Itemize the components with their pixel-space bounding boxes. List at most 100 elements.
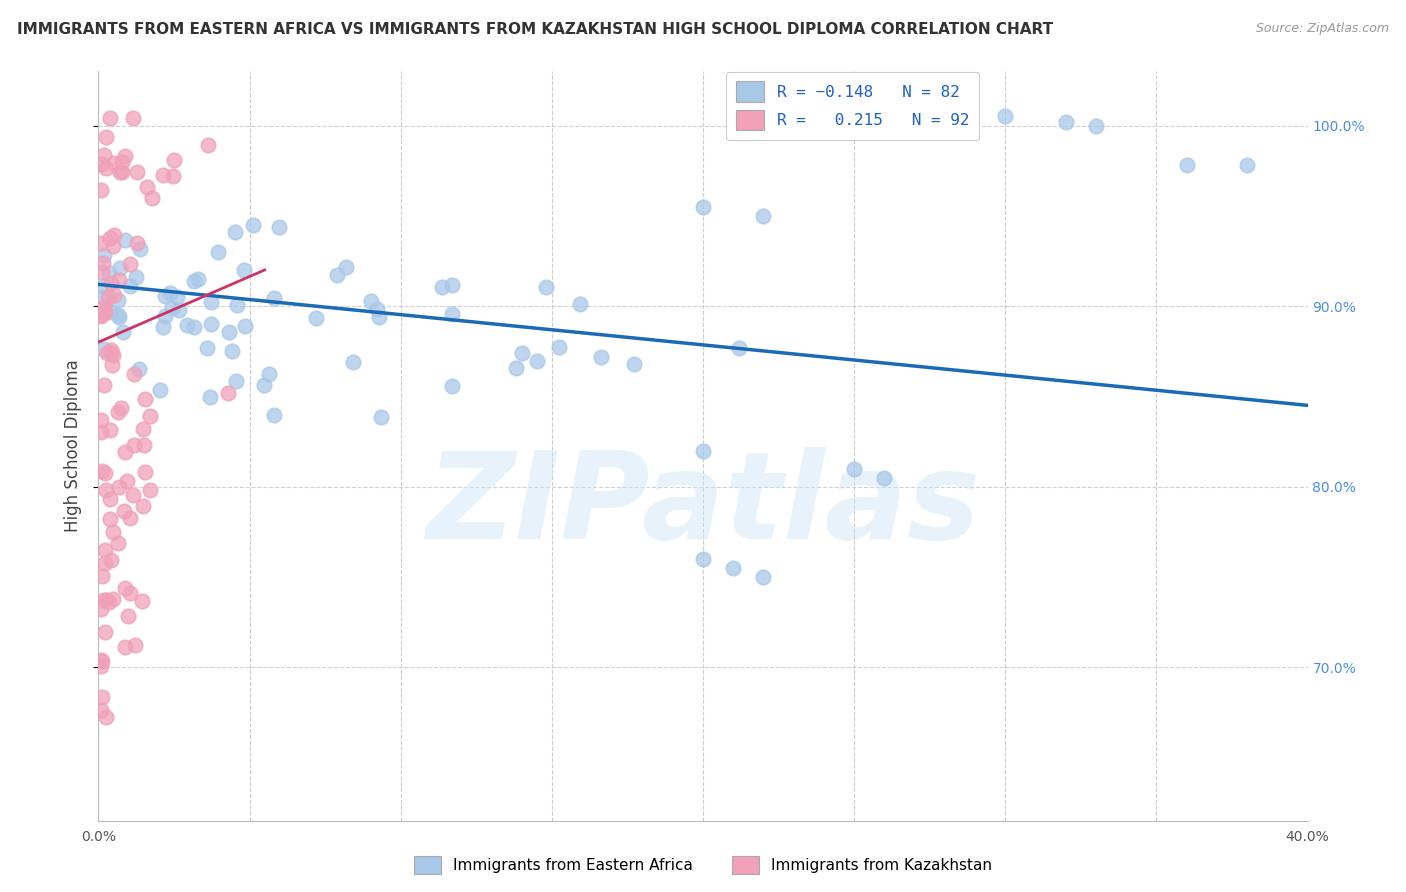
Point — [90, 602, 112, 616]
Point — [844, 461, 866, 475]
Point — [994, 110, 1017, 124]
Point — [183, 319, 205, 334]
Point — [934, 110, 956, 124]
Point — [305, 311, 328, 326]
Point — [187, 272, 209, 286]
Point — [163, 153, 186, 167]
Point — [91, 464, 114, 478]
Point — [98, 231, 121, 245]
Point — [267, 219, 290, 234]
Point — [111, 155, 134, 169]
Point — [335, 260, 357, 274]
Point — [224, 225, 246, 239]
Point — [94, 624, 117, 639]
Point — [111, 165, 134, 179]
Point — [155, 289, 177, 303]
Point — [108, 273, 131, 287]
Point — [217, 386, 239, 401]
Point — [114, 445, 136, 459]
Point — [134, 392, 156, 406]
Point — [98, 305, 121, 319]
Point — [124, 368, 146, 382]
Point — [326, 268, 349, 282]
Point — [1054, 115, 1077, 129]
Point — [162, 169, 184, 184]
Point — [233, 319, 256, 334]
Point — [200, 390, 222, 404]
Point — [90, 412, 112, 426]
Point — [166, 290, 188, 304]
Point — [94, 483, 117, 498]
Legend: R = −0.148   N = 82, R =   0.215   N = 92: R = −0.148 N = 82, R = 0.215 N = 92 — [725, 72, 979, 140]
Point — [200, 295, 222, 310]
Point — [103, 525, 125, 540]
Point — [692, 552, 714, 566]
Point — [114, 149, 136, 163]
Point — [101, 359, 124, 373]
Point — [131, 594, 153, 608]
Point — [93, 377, 115, 392]
Point — [125, 270, 148, 285]
Point — [723, 561, 745, 575]
Point — [131, 422, 153, 436]
Point — [152, 319, 174, 334]
Point — [242, 218, 264, 232]
Point — [100, 343, 122, 357]
Point — [94, 129, 117, 144]
Point — [263, 408, 285, 422]
Point — [96, 290, 118, 304]
Point — [103, 156, 125, 170]
Point — [98, 424, 121, 438]
Point — [120, 586, 142, 600]
Point — [122, 488, 145, 502]
Point — [93, 278, 115, 293]
Point — [100, 276, 122, 290]
Point — [114, 504, 136, 518]
Point — [136, 180, 159, 194]
Point — [534, 280, 557, 294]
Point — [90, 703, 112, 717]
Point — [149, 383, 172, 397]
Point — [100, 553, 122, 567]
Point — [98, 512, 121, 526]
Point — [160, 301, 183, 315]
Point — [93, 148, 115, 162]
Point — [107, 293, 129, 307]
Point — [96, 345, 118, 359]
Point — [90, 235, 112, 250]
Point — [122, 438, 145, 452]
Point — [101, 347, 124, 361]
Point — [114, 640, 136, 654]
Point — [129, 242, 152, 256]
Point — [94, 710, 117, 724]
Text: ZIPatlas: ZIPatlas — [426, 448, 980, 565]
Point — [103, 287, 125, 301]
Point — [107, 536, 129, 550]
Point — [93, 248, 115, 262]
Point — [207, 245, 229, 260]
Point — [98, 112, 121, 126]
Point — [432, 280, 454, 294]
Point — [118, 511, 141, 525]
Point — [218, 325, 240, 339]
Text: Source: ZipAtlas.com: Source: ZipAtlas.com — [1256, 22, 1389, 36]
Point — [139, 409, 162, 423]
Point — [139, 483, 162, 497]
Point — [90, 309, 112, 323]
Point — [90, 659, 112, 673]
Point — [100, 346, 122, 360]
Point — [111, 325, 134, 339]
Point — [368, 310, 391, 324]
Point — [225, 374, 247, 388]
Point — [91, 654, 114, 668]
Point — [125, 235, 148, 250]
Point — [752, 570, 775, 584]
Point — [98, 266, 121, 280]
Point — [90, 569, 112, 583]
Point — [195, 341, 218, 355]
Point — [183, 274, 205, 288]
Point — [108, 261, 131, 276]
Point — [342, 354, 364, 368]
Point — [134, 465, 156, 479]
Point — [90, 425, 112, 440]
